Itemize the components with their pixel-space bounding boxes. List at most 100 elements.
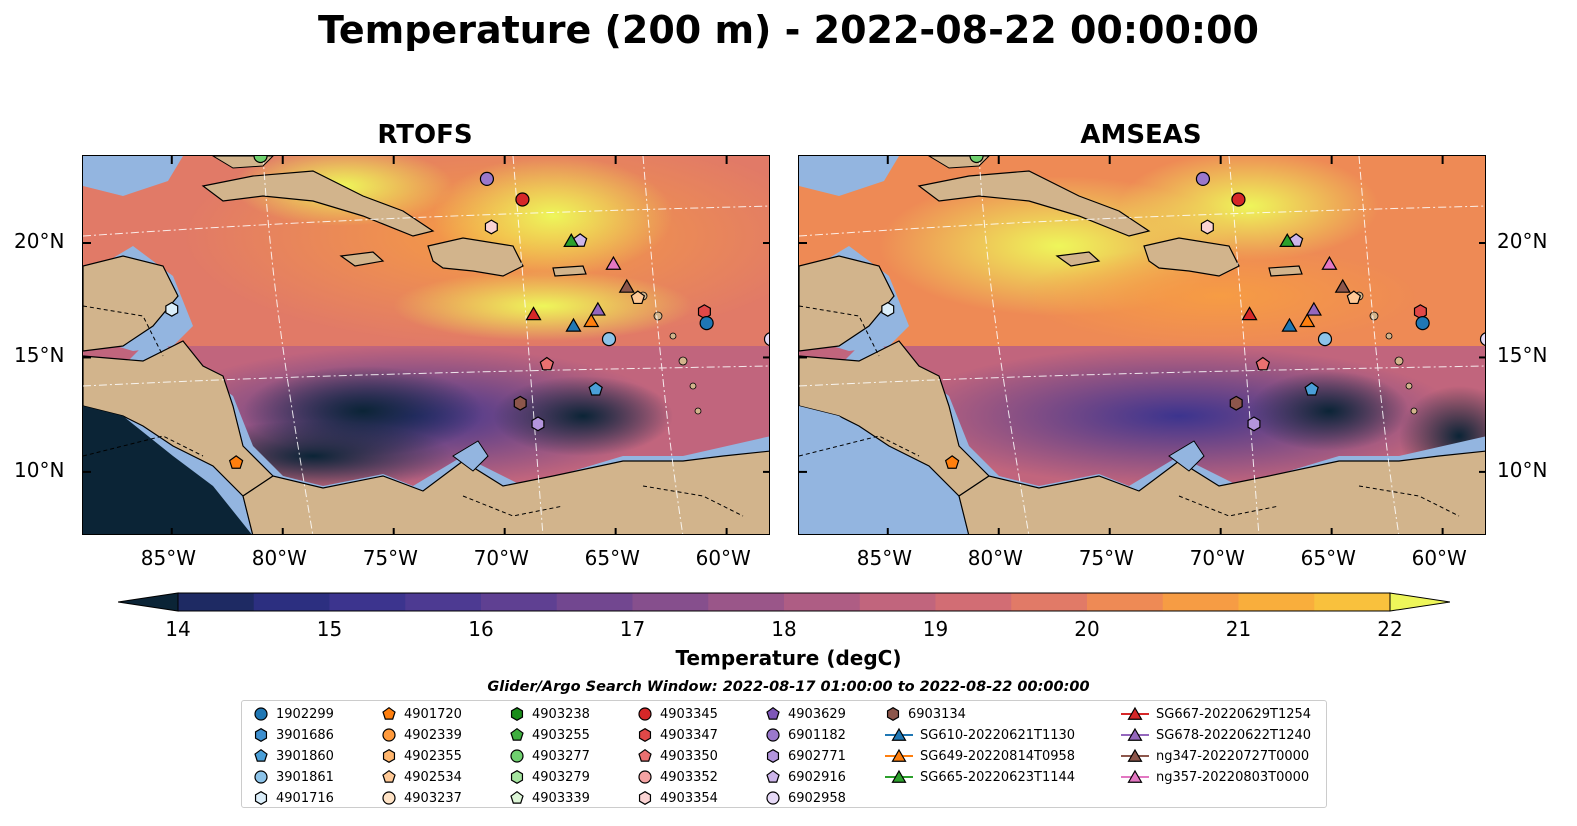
map-marker-11[interactable] <box>583 313 600 328</box>
legend-item-label: 6902771 <box>788 748 846 764</box>
map-marker-16[interactable] <box>763 332 771 346</box>
map-marker-14[interactable] <box>699 316 714 331</box>
map-marker-2[interactable] <box>1231 192 1246 207</box>
legend-item-19[interactable]: 4903354 <box>636 788 718 808</box>
legend-item-15[interactable]: 4903345 <box>636 704 718 724</box>
lon-tick-amseas-4: 65°W <box>1300 546 1356 570</box>
legend-item-label: 6903134 <box>908 706 966 722</box>
legend-item-30[interactable]: SG678-20220622T1240 <box>1120 725 1311 745</box>
map-marker-19[interactable] <box>513 395 527 411</box>
legend-item-23[interactable]: 6902916 <box>764 767 846 787</box>
hexagon-marker-icon <box>766 749 780 763</box>
map-marker-10[interactable] <box>525 306 542 321</box>
legend-item-24[interactable]: 6902958 <box>764 788 846 808</box>
legend-item-31[interactable]: ng347-20220727T0000 <box>1120 746 1309 766</box>
map-marker-18[interactable] <box>588 381 603 396</box>
map-marker-14[interactable] <box>1415 316 1430 331</box>
map-marker-6[interactable] <box>1321 255 1338 270</box>
legend-item-7[interactable]: 4902355 <box>380 746 462 766</box>
legend-item-6[interactable]: 4902339 <box>380 725 462 745</box>
figure-title: Temperature (200 m) - 2022-08-22 00:00:0… <box>317 8 1259 52</box>
legend-item-1[interactable]: 3901686 <box>252 725 334 745</box>
legend-item-25[interactable]: 6903134 <box>884 704 966 724</box>
map-marker-17[interactable] <box>539 356 555 371</box>
map-marker-5[interactable] <box>563 232 580 247</box>
map-marker-7[interactable] <box>618 278 635 293</box>
legend-item-label: 3901686 <box>276 727 334 743</box>
legend-item-28[interactable]: SG665-20220623T1144 <box>884 767 1075 787</box>
map-marker-5[interactable] <box>1279 232 1296 247</box>
legend-item-label: ng347-20220727T0000 <box>1156 748 1310 764</box>
rtofs-map-graphic <box>83 156 771 534</box>
map-marker-3[interactable] <box>484 219 498 235</box>
map-marker-12[interactable] <box>565 317 582 332</box>
map-marker-15[interactable] <box>601 332 617 347</box>
legend-item-22[interactable]: 6902771 <box>764 746 846 766</box>
legend-item-17[interactable]: 4903350 <box>636 746 718 766</box>
map-panel-amseas[interactable] <box>798 155 1486 535</box>
map-marker-19[interactable] <box>1229 395 1243 411</box>
map-marker-1[interactable] <box>479 171 495 186</box>
legend-item-14[interactable]: 4903339 <box>508 788 590 808</box>
legend-item-label: 3901860 <box>276 748 334 764</box>
legend-item-18[interactable]: 4903352 <box>636 767 718 787</box>
legend-item-13[interactable]: 4903279 <box>508 767 590 787</box>
colorbar <box>117 592 1451 612</box>
legend-item-label: SG665-20220623T1144 <box>920 769 1076 785</box>
map-marker-11[interactable] <box>1299 313 1316 328</box>
map-marker-3[interactable] <box>1200 219 1214 235</box>
map-marker-20[interactable] <box>531 416 545 432</box>
map-marker-7[interactable] <box>1334 278 1351 293</box>
colorbar-segment-13 <box>1162 593 1239 611</box>
legend-item-5[interactable]: 4901720 <box>380 704 462 724</box>
legend-item-0[interactable]: 1902299 <box>252 704 334 724</box>
legend-item-20[interactable]: 4903629 <box>764 704 846 724</box>
legend-item-21[interactable]: 6901182 <box>764 725 846 745</box>
legend-item-12[interactable]: 4903277 <box>508 746 590 766</box>
map-marker-22[interactable] <box>944 455 960 469</box>
hexagon-marker-icon <box>254 791 268 805</box>
legend-item-label: ng357-20220803T0000 <box>1156 769 1310 785</box>
legend-item-11[interactable]: 4903255 <box>508 725 590 745</box>
triangle-marker-icon <box>885 748 913 762</box>
map-marker-15[interactable] <box>1317 332 1333 347</box>
map-marker-20[interactable] <box>1247 416 1261 432</box>
legend-item-label: 4903238 <box>532 706 590 722</box>
map-marker-17[interactable] <box>1255 356 1271 371</box>
map-marker-6[interactable] <box>605 255 622 270</box>
map-marker-0[interactable] <box>969 156 984 164</box>
map-marker-8[interactable] <box>630 290 646 305</box>
map-marker-22[interactable] <box>228 455 244 469</box>
map-marker-18[interactable] <box>1304 381 1319 396</box>
legend-item-27[interactable]: SG649-20220814T0958 <box>884 746 1075 766</box>
map-marker-0[interactable] <box>253 156 268 164</box>
map-marker-8[interactable] <box>1346 290 1362 305</box>
legend-item-32[interactable]: ng357-20220803T0000 <box>1120 767 1309 787</box>
legend-item-3[interactable]: 3901861 <box>252 767 334 787</box>
colorbar-segment-0 <box>178 593 255 611</box>
legend-item-16[interactable]: 4903347 <box>636 725 718 745</box>
circle-marker-icon <box>766 728 780 742</box>
legend-item-2[interactable]: 3901860 <box>252 746 334 766</box>
legend-item-label: SG678-20220622T1240 <box>1156 727 1312 743</box>
lon-tick-rtofs-4: 65°W <box>584 546 640 570</box>
map-marker-2[interactable] <box>515 192 530 207</box>
legend-item-10[interactable]: 4903238 <box>508 704 590 724</box>
legend-item-26[interactable]: SG610-20220621T1130 <box>884 725 1075 745</box>
legend-item-8[interactable]: 4902534 <box>380 767 462 787</box>
map-marker-10[interactable] <box>1241 306 1258 321</box>
map-marker-21[interactable] <box>881 301 895 317</box>
colorbar-segment-2 <box>329 593 406 611</box>
legend-item-29[interactable]: SG667-20220629T1254 <box>1120 704 1311 724</box>
colorbar-graphic <box>117 592 1451 612</box>
map-marker-9[interactable] <box>1305 301 1322 316</box>
map-panel-rtofs[interactable] <box>82 155 770 535</box>
map-marker-9[interactable] <box>589 301 606 316</box>
map-marker-12[interactable] <box>1281 317 1298 332</box>
map-marker-1[interactable] <box>1195 171 1211 186</box>
colorbar-segment-15 <box>1314 593 1391 611</box>
map-marker-16[interactable] <box>1479 332 1487 346</box>
legend-item-4[interactable]: 4901716 <box>252 788 334 808</box>
legend-item-9[interactable]: 4903237 <box>380 788 462 808</box>
map-marker-21[interactable] <box>165 301 179 317</box>
